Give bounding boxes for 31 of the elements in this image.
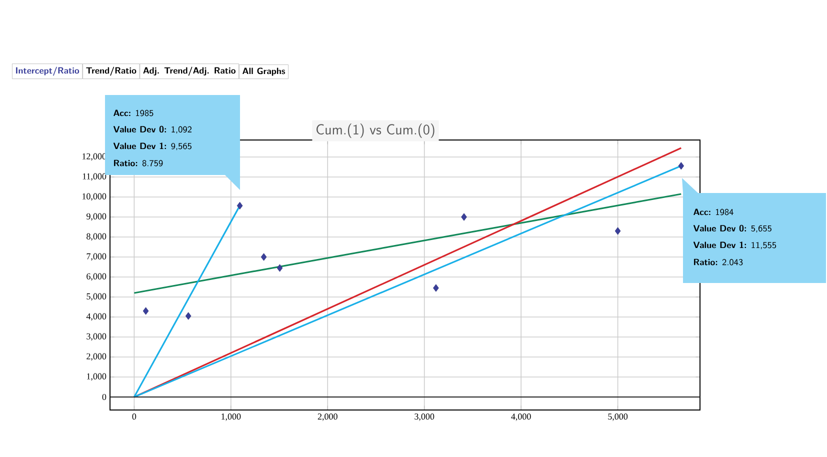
x-tick-label: 1,000	[222, 414, 241, 421]
text: All Graphs	[242, 68, 286, 76]
x-tick-label: 3,000	[414, 414, 434, 421]
y-tick-label: 1,000	[87, 373, 106, 381]
y-tick-label: 3,000	[86, 333, 106, 341]
x-tick-label: 2,000	[318, 414, 338, 421]
x-tick-label: 4,000	[511, 414, 531, 421]
y-tick-label: 7,000	[86, 253, 106, 261]
annotation: Ratio: 8.759	[114, 160, 163, 166]
text: Acc: 1985	[114, 110, 154, 116]
annotation: Ratio: 2.043	[694, 258, 743, 266]
y-tick-label: 6,000	[86, 273, 106, 281]
y-tick-label: 10,000	[82, 193, 106, 201]
y-tick-label: 5,000	[86, 293, 106, 301]
x-tick-label: 5,000	[608, 414, 628, 421]
text: Intercept/Ratio	[16, 66, 80, 76]
y-tick-label: 2,000	[86, 353, 106, 361]
annotation: Acc: 1984	[694, 208, 734, 216]
chart-title: Cum.(1) vs Cum.(0)	[316, 124, 434, 138]
y-tick-label: 9,000	[86, 213, 106, 221]
annotation: Value Dev 1: 11,555	[693, 242, 776, 250]
text: Trend/Ratio	[86, 66, 136, 76]
y-tick-label: 8,000	[86, 233, 106, 241]
text: Value Dev 0: 1,092	[113, 126, 192, 134]
text: Adj. Trend/Adj. Ratio	[143, 66, 236, 76]
y-tick-label: 4,000	[86, 313, 106, 321]
annotation: Value Dev 0: 5,655	[693, 224, 772, 232]
y-tick-label: 0	[102, 394, 106, 400]
y-tick-label: 11,000	[82, 173, 106, 181]
annotation: Value Dev 1: 9,565	[113, 142, 192, 150]
x-tick-label: 0	[132, 414, 136, 420]
